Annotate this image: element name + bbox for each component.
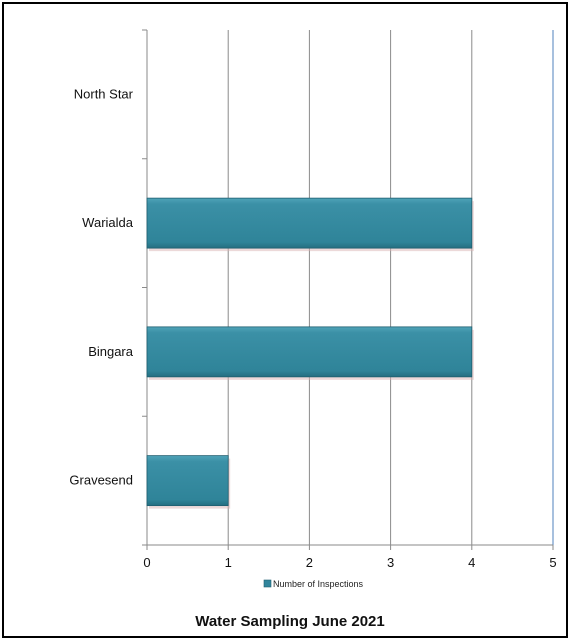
category-label: North Star bbox=[74, 86, 134, 101]
category-label: Warialda bbox=[82, 215, 134, 230]
x-tick-label: 5 bbox=[549, 555, 556, 570]
legend-swatch bbox=[263, 579, 272, 588]
category-label: Bingara bbox=[88, 344, 134, 359]
x-tick-label: 2 bbox=[306, 555, 313, 570]
chart-title: Water Sampling June 2021 bbox=[195, 613, 385, 630]
x-tick-label: 1 bbox=[225, 555, 232, 570]
legend-label: Number of Inspections bbox=[273, 579, 364, 589]
category-labels: North Star Warialda Bingara Gravesend bbox=[69, 86, 133, 487]
bars-group bbox=[146, 197, 474, 509]
bar-bingara bbox=[146, 326, 473, 378]
x-tick-labels: 0 1 2 3 4 5 bbox=[143, 555, 556, 570]
chart-frame bbox=[2, 2, 568, 638]
legend: Number of Inspections bbox=[263, 579, 364, 589]
category-label: Gravesend bbox=[69, 473, 133, 488]
x-tick-label: 4 bbox=[468, 555, 475, 570]
x-tick-label: 0 bbox=[143, 555, 150, 570]
x-tick-label: 3 bbox=[387, 555, 394, 570]
bar-warialda bbox=[146, 197, 473, 249]
bar-gravesend bbox=[146, 455, 229, 507]
